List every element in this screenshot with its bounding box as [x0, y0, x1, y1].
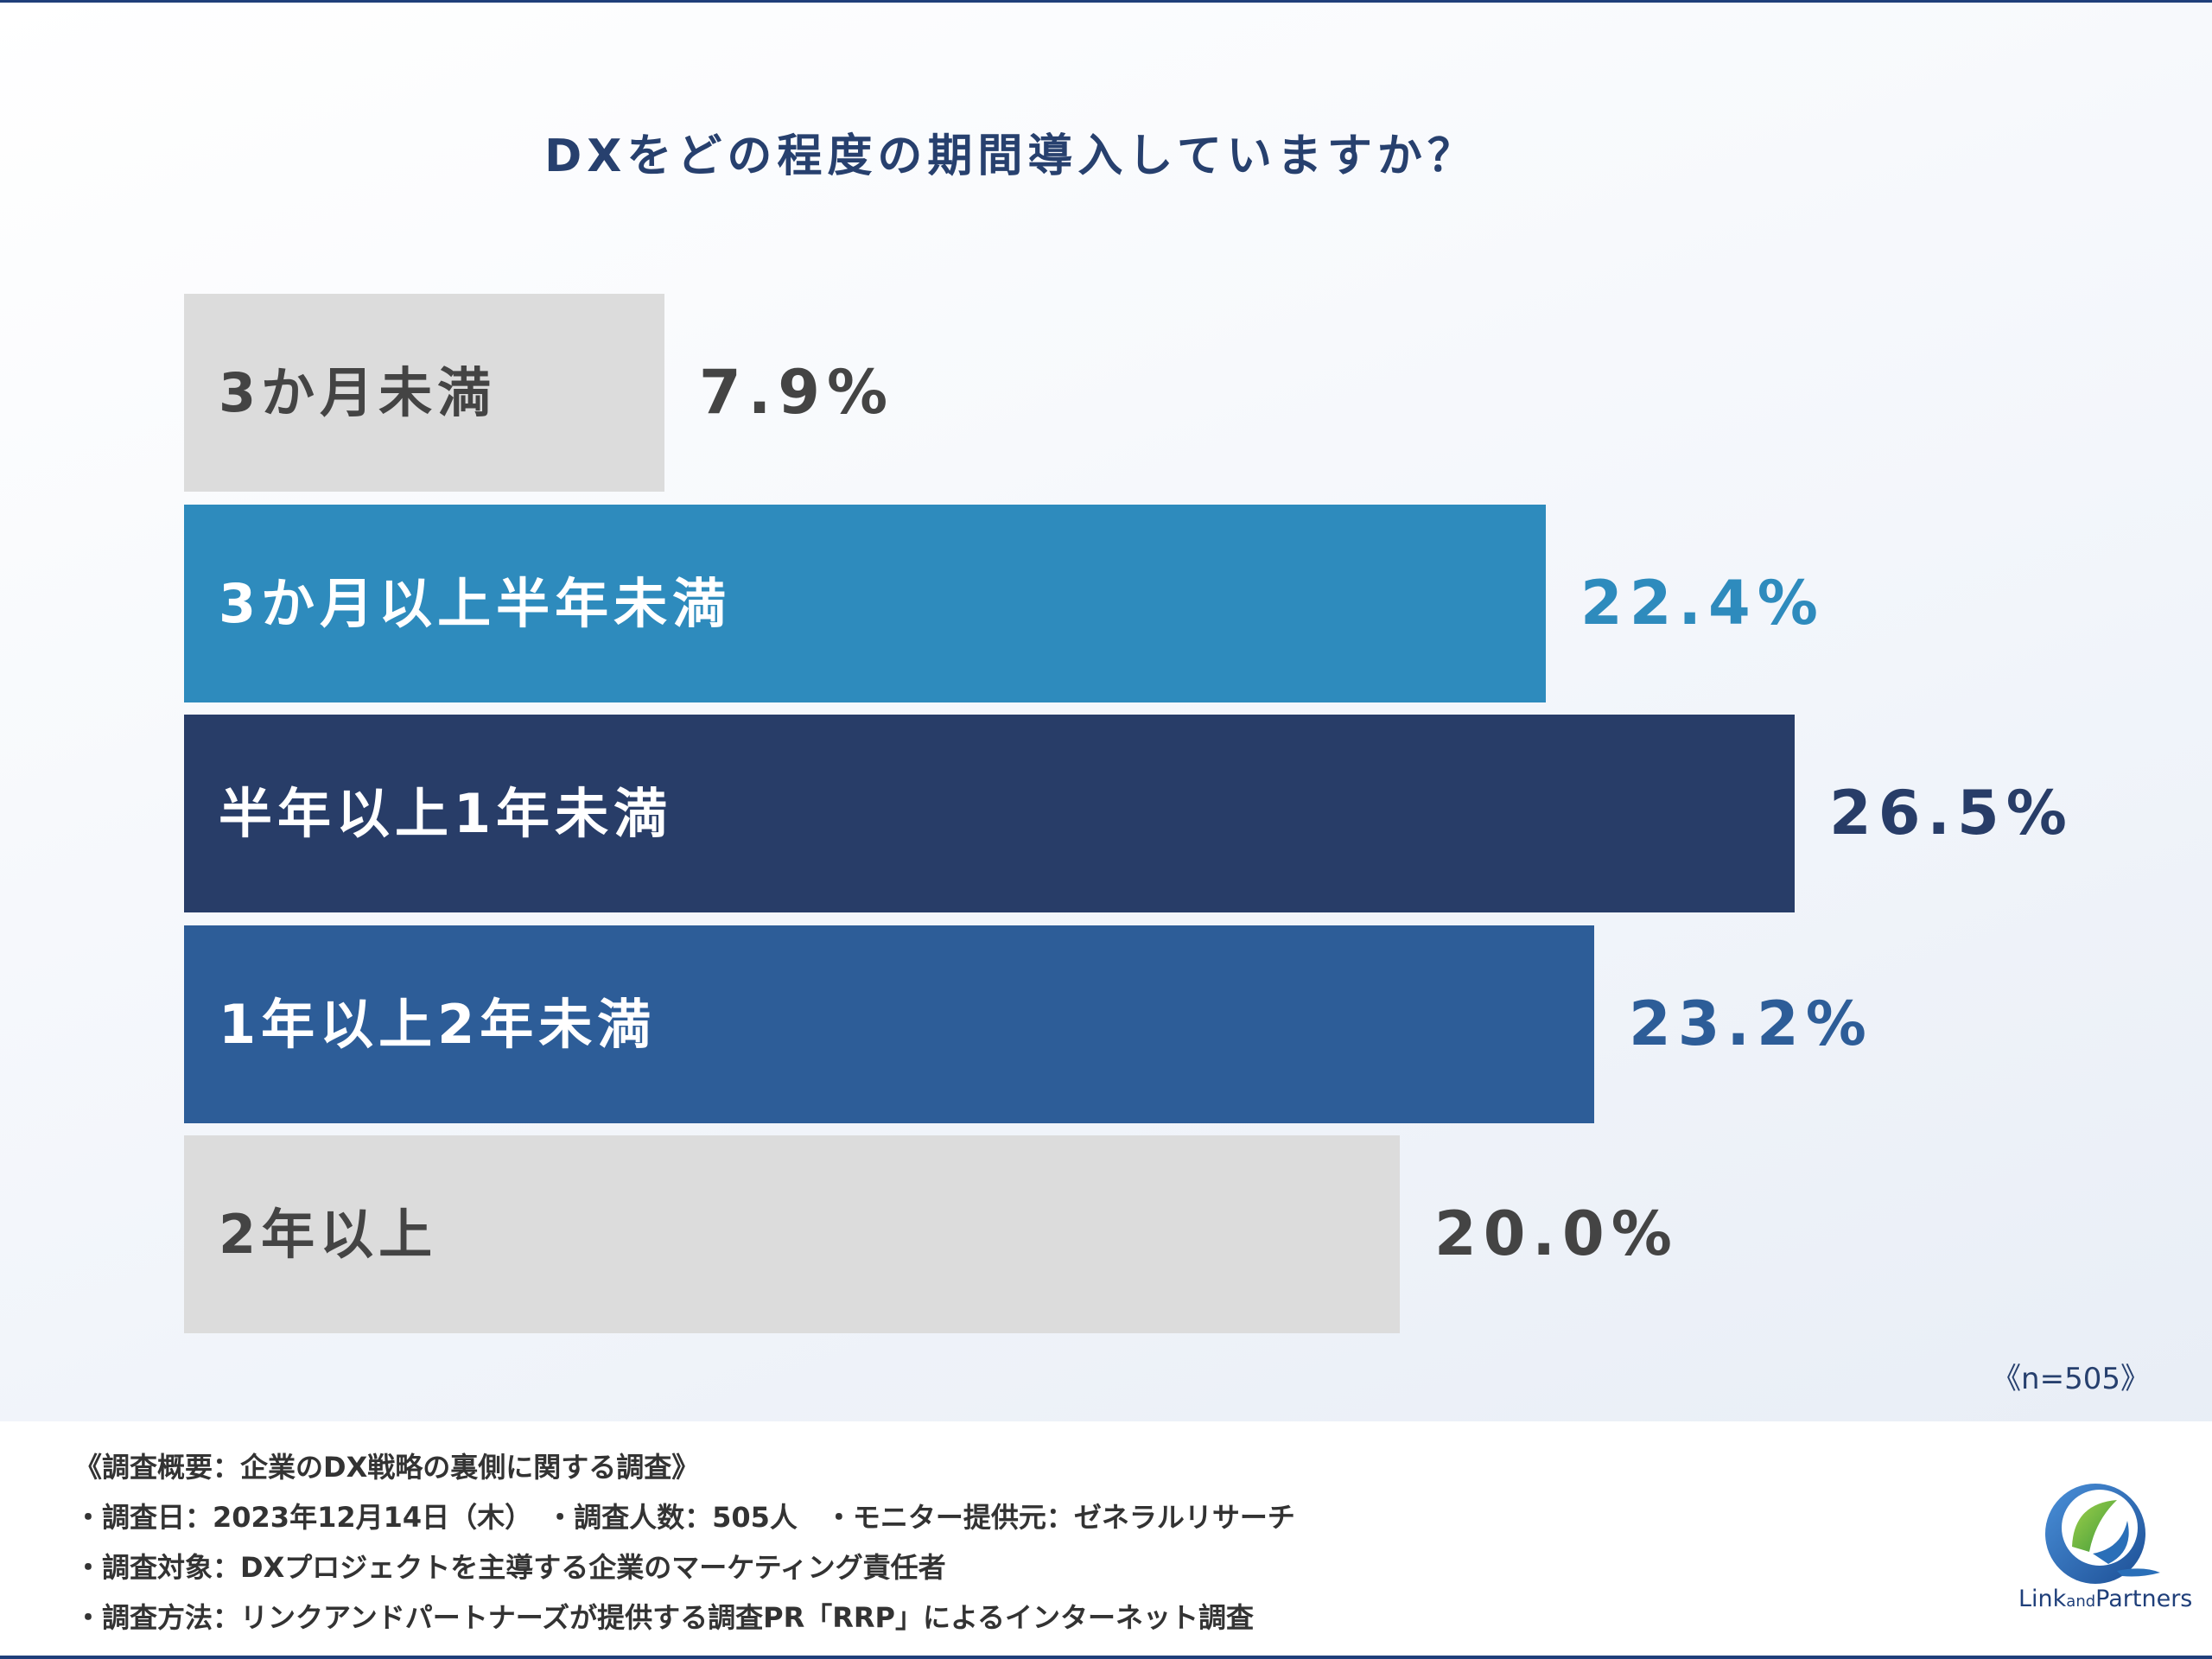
logo-word-and: and	[2066, 1592, 2096, 1611]
link-and-partners-logo-icon	[2045, 1484, 2160, 1584]
bar-value-label: 22.4%	[1580, 568, 1825, 639]
bar-category-label: 2年以上	[219, 1203, 438, 1266]
bar-value-label: 26.5%	[1829, 778, 2074, 849]
survey-method-line: ・調査方法：リンクアンドパートナーズが提供する調査PR「RRP」によるインターネ…	[74, 1601, 1254, 1634]
bottom-border	[0, 1656, 2212, 1659]
survey-footer: 《調査概要：企業のDX戦略の裏側に関する調査》 ・調査日：2023年12月14日…	[0, 1421, 2212, 1656]
top-border	[0, 0, 2212, 3]
logo-wordmark: LinkandPartners	[2018, 1586, 2192, 1612]
sample-size-label: 《n=505》	[1992, 1362, 2150, 1396]
bar-5: 2年以上	[184, 1135, 1400, 1333]
bar-category-label: 1年以上2年未満	[219, 993, 657, 1056]
bar-category-label: 半年以上1年未満	[219, 782, 673, 845]
logo-word-link: Link	[2018, 1586, 2067, 1612]
bar-3: 半年以上1年未満	[184, 715, 1795, 912]
bar-value-label: 23.2%	[1629, 988, 1873, 1059]
bar-category-label: 3か月以上半年未満	[219, 572, 732, 635]
bar-1: 3か月未満	[184, 294, 664, 492]
bar-value-label: 7.9%	[699, 357, 895, 428]
bar-value-label: 20.0%	[1434, 1198, 1679, 1269]
bar-category-label: 3か月未満	[219, 361, 497, 424]
chart-title: DXをどの程度の期間導入していますか？	[544, 130, 1478, 182]
survey-target-line: ・調査対象：DXプロジェクトを主導する企業のマーケティング責任者	[74, 1551, 946, 1584]
bar-4: 1年以上2年未満	[184, 925, 1594, 1123]
survey-date-line: ・調査日：2023年12月14日（木） ・調査人数：505人 ・モニター提供元：…	[74, 1501, 1295, 1534]
logo-word-partners: Partners	[2095, 1586, 2193, 1612]
bar-2: 3か月以上半年未満	[184, 505, 1546, 702]
bar-chart: 3か月未満 7.9% 3か月以上半年未満 22.4% 半年以上1年未満 26.5% 1年以上…	[184, 294, 2074, 1333]
survey-overview-line: 《調査概要：企業のDX戦略の裏側に関する調査》	[74, 1451, 700, 1484]
